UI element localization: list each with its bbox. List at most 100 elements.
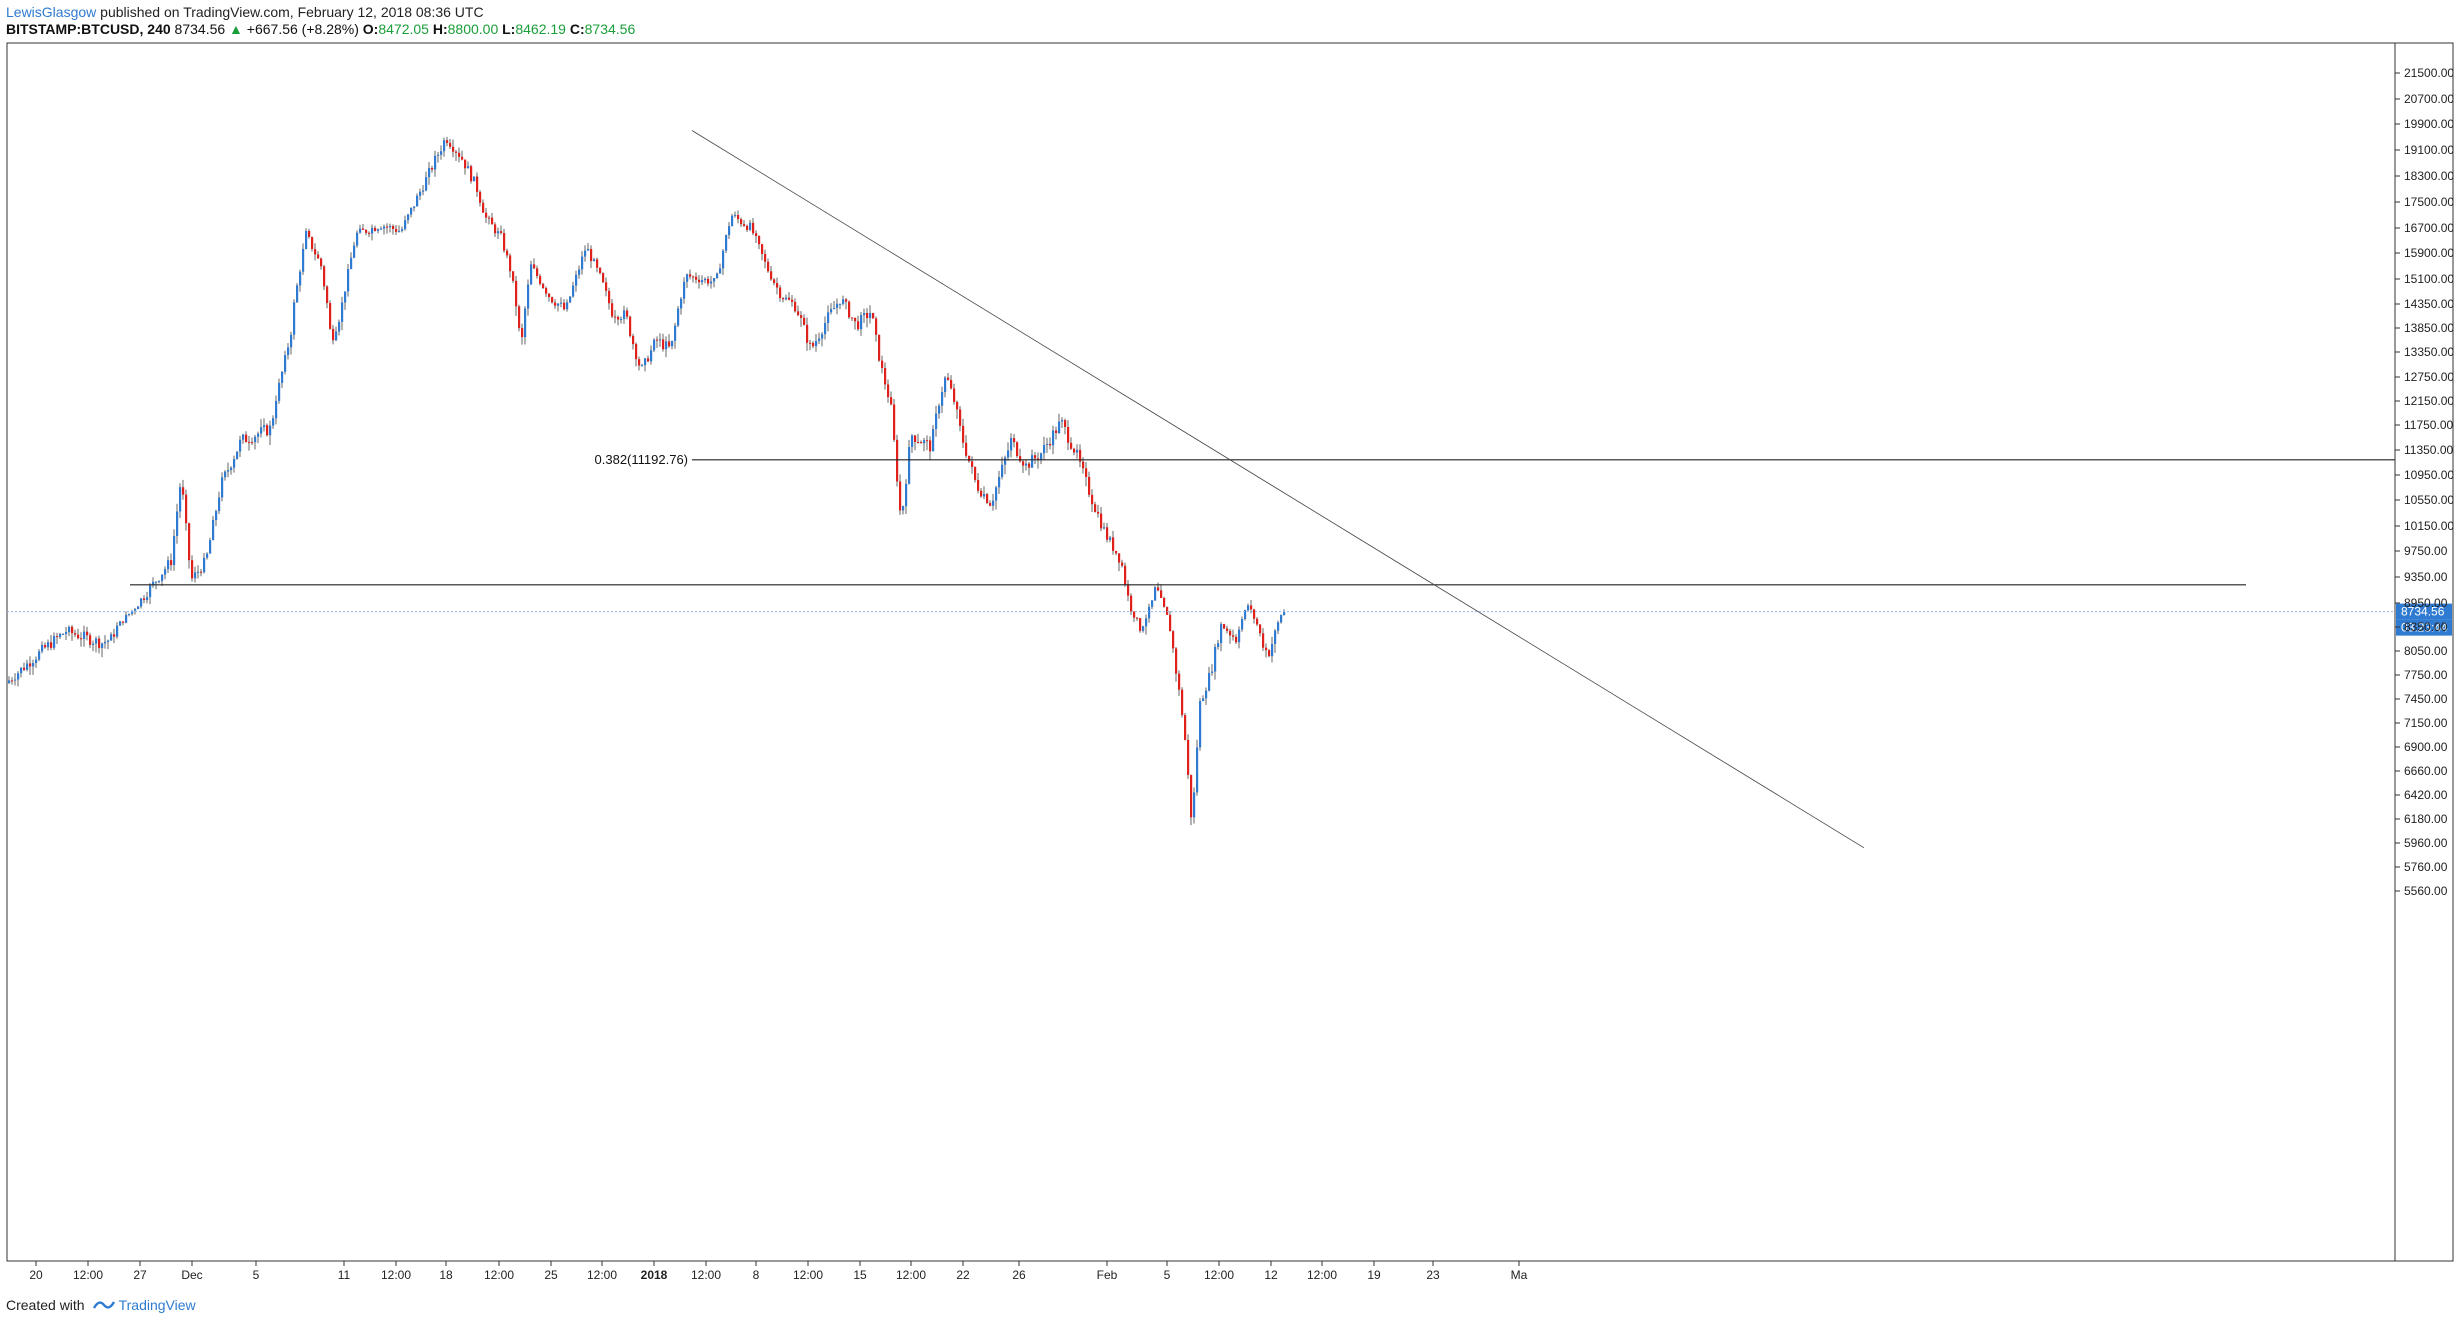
candle-body	[365, 229, 368, 233]
candle-body	[443, 140, 446, 152]
candle-body	[476, 176, 479, 192]
candle-body	[284, 355, 287, 372]
candle-body	[152, 581, 155, 586]
candle-body	[821, 334, 824, 339]
candle-body	[1241, 618, 1244, 630]
candle-body	[956, 401, 959, 410]
candle-body	[851, 317, 854, 319]
candle-body	[404, 220, 407, 230]
candle-body	[308, 230, 311, 237]
candle-body	[1130, 595, 1133, 612]
y-tick-label: 13350.00	[2404, 345, 2454, 359]
candle-body	[542, 283, 545, 288]
y-tick-label: 12750.00	[2404, 370, 2454, 384]
candle-body	[230, 467, 233, 471]
candle-body	[1169, 614, 1172, 632]
candle-body	[425, 177, 428, 191]
candle-body	[455, 151, 458, 153]
candle-body	[1142, 626, 1145, 631]
candle-body	[650, 350, 653, 362]
candle-body	[1091, 494, 1094, 505]
candle-body	[68, 626, 71, 633]
candle-body	[323, 266, 326, 287]
candle-body	[809, 342, 812, 344]
tradingview-link[interactable]: TradingView	[92, 1297, 196, 1313]
candle-body	[1124, 565, 1127, 585]
candle-body	[647, 358, 650, 362]
candle-body	[1004, 457, 1007, 465]
candle-body	[470, 166, 473, 182]
candle-body	[524, 308, 527, 338]
candle-body	[788, 297, 791, 300]
candle-body	[326, 286, 329, 304]
candle-body	[602, 273, 605, 283]
candle-body	[488, 217, 491, 219]
candle-body	[1178, 673, 1181, 690]
candle-body	[1040, 453, 1043, 460]
candle-body	[146, 597, 149, 600]
candle-body	[1256, 618, 1259, 625]
candle-body	[554, 302, 557, 306]
up-arrow-icon: ▲	[229, 21, 243, 37]
candle-body	[251, 442, 254, 444]
candle-body	[1190, 774, 1193, 818]
candle-body	[689, 274, 692, 277]
candle-body	[359, 228, 362, 233]
candle-body	[17, 673, 20, 680]
plot-frame	[6, 42, 2396, 1262]
x-tick-label: Dec	[181, 1268, 202, 1282]
candle-body	[428, 167, 431, 178]
candle-body	[674, 325, 677, 341]
candle-body	[71, 626, 74, 634]
author-link[interactable]: LewisGlasgow	[6, 4, 97, 20]
low-label: L:	[502, 21, 516, 37]
candle-body	[719, 268, 722, 274]
candle-body	[722, 250, 725, 269]
y-tick-label: 21500.00	[2404, 66, 2454, 80]
candle-body	[1112, 537, 1115, 551]
candle-body	[461, 156, 464, 160]
candle-body	[440, 151, 443, 155]
candle-body	[368, 232, 371, 234]
candle-body	[353, 245, 356, 258]
candle-body	[659, 339, 662, 341]
candle-body	[1268, 650, 1271, 657]
candle-body	[35, 659, 38, 664]
candle-body	[848, 301, 851, 318]
y-tick-label: 10150.00	[2404, 519, 2454, 533]
y-tick-label: 7150.00	[2404, 716, 2448, 730]
candle-body	[986, 494, 989, 503]
candle-body	[83, 631, 86, 639]
candle-body	[389, 225, 392, 228]
candle-body	[356, 232, 359, 246]
candle-body	[557, 303, 560, 306]
candle-body	[1265, 647, 1268, 651]
candle-body	[224, 471, 227, 478]
candle-body	[500, 231, 503, 234]
candle-body	[611, 303, 614, 317]
candle-body	[899, 481, 902, 511]
x-tick-label: 12:00	[793, 1268, 823, 1282]
x-tick-label: 15	[853, 1268, 867, 1282]
candle-body	[203, 557, 206, 573]
x-tick-label: 12:00	[381, 1268, 411, 1282]
candle-body	[401, 229, 404, 231]
candle-body	[377, 229, 380, 231]
candle-body	[11, 680, 14, 682]
candle-body	[14, 679, 17, 681]
candle-body	[1061, 420, 1064, 422]
y-tick-label: 9750.00	[2404, 544, 2448, 558]
candle-body	[341, 302, 344, 322]
candlestick-chart[interactable]: 0.382(11192.76) 8734.56 03:23:44 21500.00 2…	[6, 42, 2454, 1304]
chart-area[interactable]: 0.382(11192.76) 8734.56 03:23:44 21500.00 2…	[6, 42, 2454, 1304]
last-price-value: 8734.56	[2401, 605, 2445, 619]
candle-body	[215, 511, 218, 521]
high-value: 8800.00	[447, 21, 499, 37]
y-tick-label: 19100.00	[2404, 143, 2454, 157]
candle-body	[764, 253, 767, 262]
candle-body	[116, 625, 119, 637]
candle-body	[1148, 606, 1151, 619]
candle-body	[131, 610, 134, 614]
candle-body	[893, 404, 896, 440]
x-tick-label: 18	[439, 1268, 453, 1282]
